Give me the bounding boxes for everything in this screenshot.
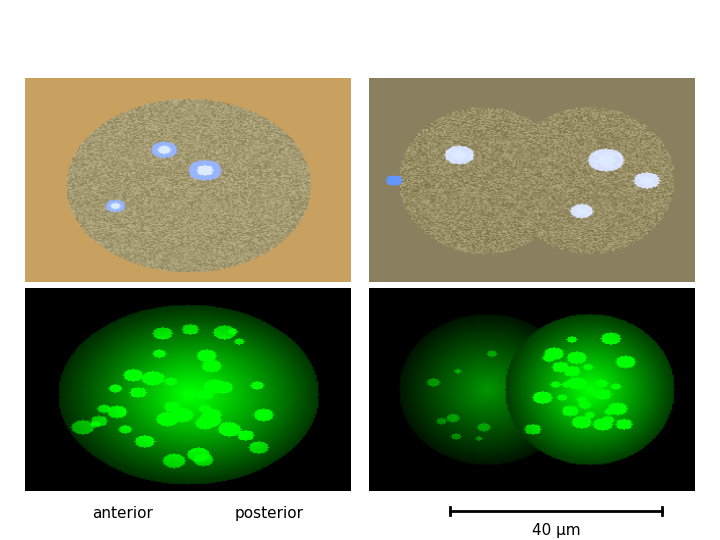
Text: Une division cellulaire asymétrique avec ségrégation des composantes: Une division cellulaire asymétrique avec…: [0, 17, 720, 37]
Text: anterior: anterior: [92, 506, 153, 521]
Text: posterior: posterior: [235, 506, 304, 521]
Text: 40 μm: 40 μm: [532, 523, 580, 538]
Text: cytoplasmiques dans une seule des cellules filles: cytoplasmiques dans une seule des cellul…: [99, 52, 621, 71]
